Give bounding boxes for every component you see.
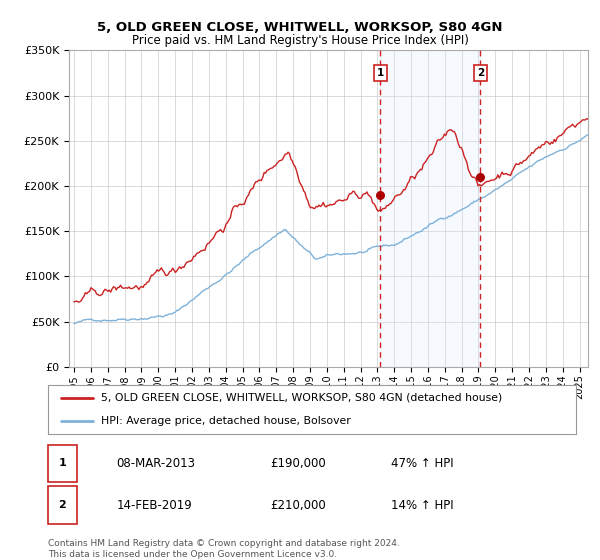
Point <box>376 190 385 199</box>
FancyBboxPatch shape <box>48 487 77 524</box>
Text: 14% ↑ HPI: 14% ↑ HPI <box>391 499 454 512</box>
Text: HPI: Average price, detached house, Bolsover: HPI: Average price, detached house, Bols… <box>101 416 350 426</box>
Text: 5, OLD GREEN CLOSE, WHITWELL, WORKSOP, S80 4GN: 5, OLD GREEN CLOSE, WHITWELL, WORKSOP, S… <box>97 21 503 34</box>
Text: 08-MAR-2013: 08-MAR-2013 <box>116 457 196 470</box>
Text: This data is licensed under the Open Government Licence v3.0.: This data is licensed under the Open Gov… <box>48 550 337 559</box>
Text: £210,000: £210,000 <box>270 499 326 512</box>
FancyBboxPatch shape <box>48 445 77 482</box>
Text: 5, OLD GREEN CLOSE, WHITWELL, WORKSOP, S80 4GN (detached house): 5, OLD GREEN CLOSE, WHITWELL, WORKSOP, S… <box>101 393 502 403</box>
Text: £190,000: £190,000 <box>270 457 326 470</box>
Text: 1: 1 <box>377 68 384 78</box>
Text: 14-FEB-2019: 14-FEB-2019 <box>116 499 193 512</box>
Bar <box>380 50 481 367</box>
Text: 2: 2 <box>58 501 66 510</box>
Text: 1: 1 <box>58 459 66 468</box>
Text: 47% ↑ HPI: 47% ↑ HPI <box>391 457 454 470</box>
Point <box>476 172 485 181</box>
Text: Contains HM Land Registry data © Crown copyright and database right 2024.: Contains HM Land Registry data © Crown c… <box>48 539 400 548</box>
Text: Price paid vs. HM Land Registry's House Price Index (HPI): Price paid vs. HM Land Registry's House … <box>131 34 469 46</box>
Text: 2: 2 <box>477 68 484 78</box>
